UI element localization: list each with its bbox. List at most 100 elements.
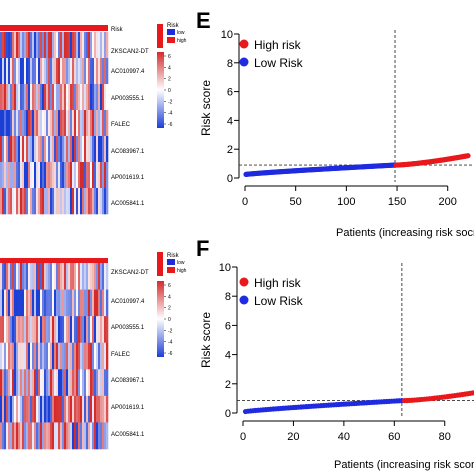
heatmap-cell <box>24 136 27 163</box>
heatmap-cell <box>82 84 85 111</box>
heatmap-cell <box>24 110 27 137</box>
heatmap-cell <box>48 289 51 317</box>
heatmap-cell <box>16 136 19 163</box>
heatmap-cell <box>86 316 89 344</box>
heatmap-cell <box>98 422 101 450</box>
heatmap-cell <box>12 263 15 290</box>
heatmap-cell <box>62 395 65 423</box>
heatmap-cell <box>92 58 95 85</box>
heatmap-cell <box>38 395 41 423</box>
heatmap-cell <box>26 84 29 111</box>
heatmap-cell <box>38 58 41 85</box>
heatmap-cell <box>6 58 9 85</box>
heatmap-cell <box>4 136 7 163</box>
heatmap-cell <box>8 289 11 317</box>
heatmap-cell <box>58 188 61 215</box>
heatmap-cell <box>52 422 55 450</box>
heatmap-cell <box>54 263 57 290</box>
gene-label: AC005841.1 <box>111 432 145 438</box>
heatmap-cell <box>76 58 79 85</box>
heatmap-cell <box>18 289 21 317</box>
heatmap-cell <box>70 289 73 317</box>
heatmap-cell <box>94 188 97 215</box>
heatmap-cell <box>90 289 93 317</box>
heatmap-cell <box>56 84 59 111</box>
heatmap-cell <box>48 162 51 189</box>
heatmap-cell <box>96 263 99 290</box>
heatmap-cell <box>8 263 11 290</box>
heatmap-cell <box>102 316 105 344</box>
legend-label-low-risk: Low Risk <box>254 294 304 308</box>
heatmap-cell <box>44 110 47 137</box>
heatmap-cell <box>98 32 101 59</box>
heatmap-cell <box>28 289 31 317</box>
heatmap-cell <box>12 110 15 137</box>
heatmap-cell <box>22 289 25 317</box>
heatmap-cell <box>52 110 55 137</box>
heatmap-cell <box>16 188 19 215</box>
heatmap-cell <box>86 263 89 290</box>
heatmap-cell <box>86 58 89 85</box>
heatmap-cell <box>90 136 93 163</box>
heatmap-cell <box>40 369 43 397</box>
heatmap-cell <box>12 395 15 423</box>
heatmap-cell <box>24 263 27 290</box>
legend-title: Risk <box>167 253 180 259</box>
heatmap-cell <box>60 342 63 370</box>
heatmap-cell <box>54 342 57 370</box>
heatmap-cell <box>62 162 65 189</box>
heatmap-cell <box>54 395 57 423</box>
heatmap-cell <box>82 395 85 423</box>
heatmap-cell <box>32 342 35 370</box>
heatmap-cell <box>104 316 107 344</box>
heatmap-cell <box>20 58 23 85</box>
heatmap-cell <box>88 188 91 215</box>
heatmap-cell <box>70 84 73 111</box>
heatmap-cell <box>70 58 73 85</box>
heatmap-cell <box>88 110 91 137</box>
heatmap-cell <box>32 162 35 189</box>
heatmap-cell <box>0 342 3 370</box>
heatmap-cell <box>20 422 23 450</box>
heatmap-cell <box>32 58 35 85</box>
legend-swatch-annotation <box>157 24 163 48</box>
heatmap-cell <box>86 289 89 317</box>
heatmap-cell <box>74 342 77 370</box>
heatmap-cell <box>90 110 93 137</box>
heatmap-cell <box>100 162 103 189</box>
heatmap-cell <box>22 263 25 290</box>
heatmap-cell <box>70 32 73 59</box>
heatmap-cell <box>48 188 51 215</box>
heatmap-cell <box>46 58 49 85</box>
heatmap-cell <box>74 289 77 317</box>
heatmap-cell <box>32 84 35 111</box>
heatmap-cell <box>92 263 95 290</box>
heatmap-cell <box>80 188 83 215</box>
heatmap-cell <box>6 422 9 450</box>
heatmap-cell <box>24 342 27 370</box>
heatmap-cell <box>20 84 23 111</box>
heatmap-cell <box>12 58 15 85</box>
heatmap-cell <box>84 32 87 59</box>
heatmap-cell <box>40 263 43 290</box>
heatmap-cell <box>36 136 39 163</box>
heatmap-cell <box>20 136 23 163</box>
heatmap-cell <box>100 316 103 344</box>
heatmap-cell <box>0 369 3 397</box>
heatmap-cell <box>96 395 99 423</box>
heatmap-cell <box>12 136 15 163</box>
heatmap-cell <box>84 58 87 85</box>
legend-label-low: low <box>177 30 185 36</box>
heatmap-cell <box>38 263 41 290</box>
heatmap-cell <box>26 395 29 423</box>
legend-swatch-low <box>167 259 175 265</box>
heatmap-cell <box>72 263 75 290</box>
heatmap-top-legend: Risk low high <box>157 23 187 48</box>
heatmap-cell <box>30 316 33 344</box>
heatmap-cell <box>66 188 69 215</box>
legend-marker-high <box>239 277 249 287</box>
heatmap-cell <box>52 369 55 397</box>
heatmap-cell <box>14 188 17 215</box>
heatmap-cell <box>78 342 81 370</box>
heatmap-cell <box>42 58 45 85</box>
